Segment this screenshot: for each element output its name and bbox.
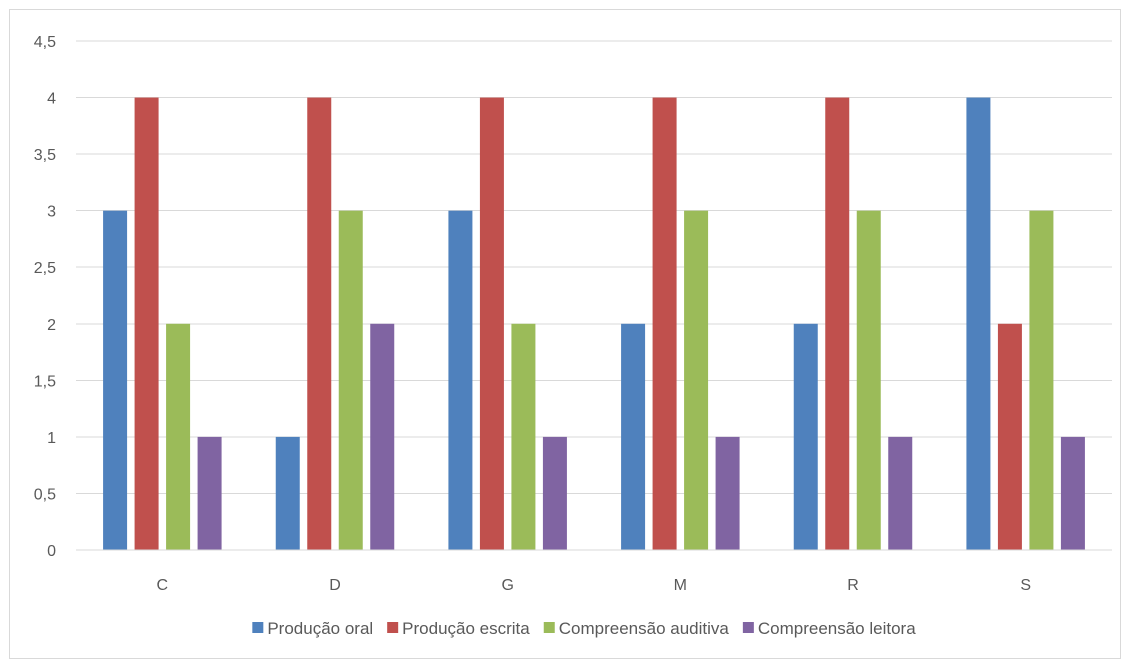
bar-g-series-3 — [511, 323, 536, 550]
legend-swatch — [742, 622, 754, 633]
bar-g-series-1 — [448, 210, 473, 550]
bar-r-series-3 — [856, 210, 881, 550]
bar-s-series-2 — [997, 323, 1022, 550]
y-tick-label: 1 — [47, 430, 56, 447]
y-tick-label: 0,5 — [34, 486, 56, 503]
bar-d-series-3 — [338, 210, 363, 550]
bar-s-series-3 — [1029, 210, 1054, 550]
legend-swatch — [387, 622, 399, 633]
bar-d-series-1 — [275, 436, 300, 550]
x-tick-label: R — [847, 577, 859, 594]
bar-r-series-4 — [888, 436, 913, 550]
legend-label: Compreensão leitora — [758, 619, 916, 638]
legend-label: Compreensão auditiva — [559, 619, 730, 638]
y-tick-label: 3 — [47, 204, 56, 221]
bar-c-series-2 — [134, 97, 159, 551]
bar-m-series-4 — [715, 436, 740, 550]
y-tick-label: 3,5 — [34, 147, 56, 164]
y-tick-label: 4 — [47, 91, 56, 108]
bar-m-series-3 — [684, 210, 709, 550]
bar-c-series-1 — [103, 210, 128, 550]
bar-r-series-1 — [793, 323, 818, 550]
x-tick-label: M — [674, 577, 687, 594]
bar-s-series-4 — [1060, 436, 1085, 550]
bar-r-series-2 — [825, 97, 850, 551]
bar-g-series-2 — [479, 97, 504, 551]
x-tick-label: C — [157, 577, 169, 594]
x-tick-label: D — [329, 577, 341, 594]
chart-area — [9, 9, 1121, 659]
legend-label: Produção escrita — [402, 619, 530, 638]
bar-c-series-3 — [166, 323, 191, 550]
y-tick-label: 0 — [47, 543, 56, 560]
bar-m-series-2 — [652, 97, 677, 551]
y-tick-label: 4,5 — [34, 34, 56, 51]
bar-c-series-4 — [197, 436, 222, 550]
y-tick-label: 2,5 — [34, 260, 56, 277]
legend-swatch — [252, 622, 264, 633]
bar-s-series-1 — [966, 97, 991, 551]
bar-d-series-2 — [307, 97, 332, 551]
x-tick-label: S — [1020, 577, 1031, 594]
y-tick-label: 2 — [47, 317, 56, 334]
x-tick-label: G — [501, 577, 513, 594]
legend-swatch — [543, 622, 555, 633]
y-tick-label: 1,5 — [34, 373, 56, 390]
bar-g-series-4 — [542, 436, 567, 550]
legend-label: Produção oral — [267, 619, 373, 638]
bar-d-series-4 — [370, 323, 395, 550]
bar-m-series-1 — [621, 323, 646, 550]
